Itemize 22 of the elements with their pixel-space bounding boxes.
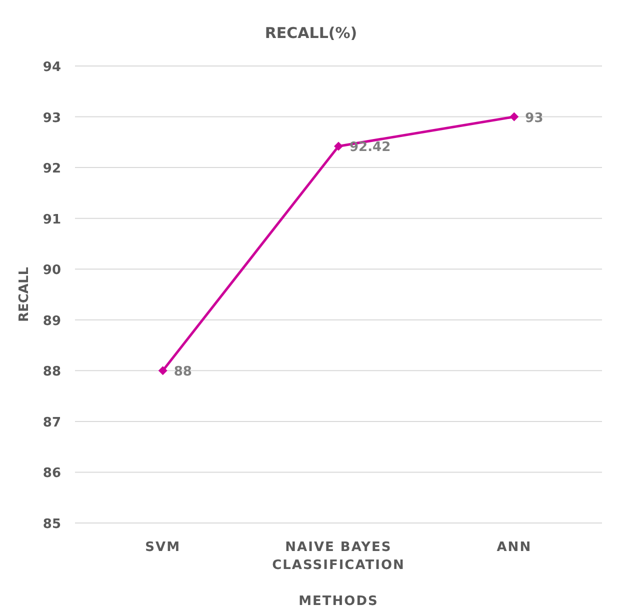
y-tick-label: 89: [42, 314, 61, 329]
chart-title: RECALL(%): [264, 24, 358, 42]
data-label: 93: [525, 110, 544, 126]
point: [334, 142, 343, 151]
y-tick-label: 88: [42, 364, 61, 380]
x-tick-label: SVM: [145, 540, 181, 555]
x-axis-title: METHODS: [298, 594, 378, 609]
y-tick-label: 93: [42, 110, 61, 126]
y-tick-label: 91: [42, 212, 61, 228]
y-tick-label: 85: [42, 517, 61, 532]
y-axis-title: RECALL: [17, 266, 32, 322]
y-tick-label: 86: [42, 466, 61, 482]
x-tick-label: ANN: [496, 540, 532, 555]
y-tick-label: 92: [42, 162, 61, 177]
point: [158, 366, 168, 376]
y-tick-label: 94: [42, 60, 61, 75]
y-tick-label: 90: [42, 263, 61, 278]
point: [510, 112, 519, 122]
data-label: 88: [174, 364, 192, 380]
y-tick-label: 87: [42, 415, 61, 430]
data-label: 92.42: [350, 140, 391, 156]
x-tick-label: NAIVE BAYES CLASSIFICATION: [272, 540, 405, 573]
